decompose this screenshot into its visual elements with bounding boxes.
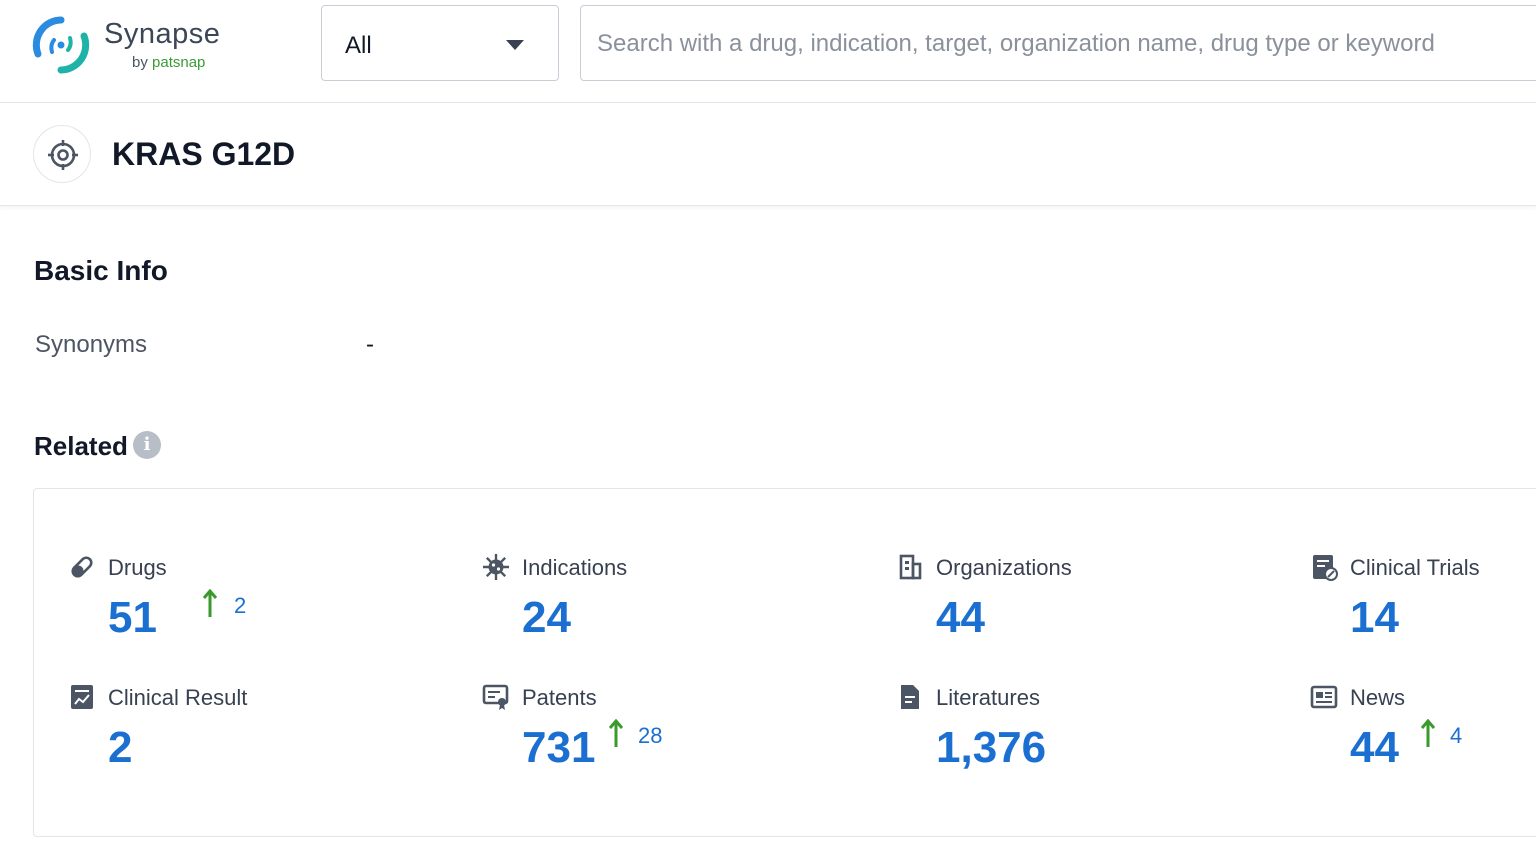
related-item-count[interactable]: 2 <box>108 723 132 773</box>
page-title: KRAS G12D <box>112 136 295 173</box>
related-item-indications[interactable]: Indications 24 <box>482 553 882 663</box>
building-icon <box>896 553 924 581</box>
info-icon[interactable]: i <box>133 431 161 459</box>
synonyms-value: - <box>366 331 374 359</box>
related-item-patents[interactable]: Patents 731 28 <box>482 683 882 793</box>
synapse-logo-icon <box>32 16 90 74</box>
chart-report-icon <box>68 683 96 711</box>
related-item-clinical-result[interactable]: Clinical Result 2 <box>68 683 468 793</box>
arrow-up-icon <box>608 719 624 749</box>
related-item-literatures[interactable]: Literatures 1,376 <box>896 683 1296 793</box>
related-item-label: Organizations <box>936 555 1072 581</box>
arrow-up-icon <box>1420 719 1436 749</box>
newspaper-icon <box>1310 683 1338 711</box>
arrow-up-icon <box>202 589 218 619</box>
search-scope-select[interactable]: All <box>321 5 559 81</box>
related-item-label: Literatures <box>936 685 1040 711</box>
related-item-count[interactable]: 14 <box>1350 593 1399 643</box>
related-item-count[interactable]: 24 <box>522 593 571 643</box>
search-box[interactable] <box>580 5 1536 81</box>
related-item-label: Drugs <box>108 555 167 581</box>
document-icon <box>896 683 924 711</box>
related-item-count[interactable]: 1,376 <box>936 723 1046 773</box>
related-item-news[interactable]: News 44 4 <box>1310 683 1536 793</box>
synonyms-label: Synonyms <box>35 331 147 359</box>
brand-name: Synapse <box>104 18 220 51</box>
brand-byline: by patsnap <box>132 54 205 71</box>
clinical-trial-icon <box>1310 553 1338 581</box>
related-item-delta: 28 <box>638 723 662 749</box>
entity-header: KRAS G12D <box>0 103 1536 206</box>
search-input[interactable] <box>597 24 1536 64</box>
byline-company: patsnap <box>152 54 205 71</box>
related-item-count[interactable]: 731 <box>522 723 595 773</box>
related-card: Drugs 51 2 Indications 24 Organizations … <box>33 488 1536 837</box>
byline-prefix: by <box>132 54 148 71</box>
related-item-label: Clinical Result <box>108 685 247 711</box>
certificate-icon <box>482 683 510 711</box>
related-item-count[interactable]: 51 <box>108 593 157 643</box>
related-item-count[interactable]: 44 <box>936 593 985 643</box>
top-bar: Synapse by patsnap All <box>0 0 1536 103</box>
basic-info-heading: Basic Info <box>34 255 168 287</box>
related-item-delta: 4 <box>1450 723 1462 749</box>
synapse-logo[interactable]: Synapse by patsnap <box>32 14 232 76</box>
related-item-organizations[interactable]: Organizations 44 <box>896 553 1296 663</box>
related-item-delta: 2 <box>234 593 246 619</box>
related-item-label: Patents <box>522 685 597 711</box>
related-item-label: News <box>1350 685 1405 711</box>
virus-icon <box>482 553 510 581</box>
related-item-label: Clinical Trials <box>1350 555 1480 581</box>
related-item-label: Indications <box>522 555 627 581</box>
related-heading: Related <box>34 431 128 462</box>
pill-icon <box>68 553 96 581</box>
related-item-drugs[interactable]: Drugs 51 2 <box>68 553 468 663</box>
search-scope-value: All <box>345 32 372 60</box>
target-badge <box>33 125 91 183</box>
related-item-clinical-trials[interactable]: Clinical Trials 14 <box>1310 553 1536 663</box>
related-item-count[interactable]: 44 <box>1350 723 1399 773</box>
chevron-down-icon <box>505 39 525 51</box>
target-icon <box>47 139 79 171</box>
